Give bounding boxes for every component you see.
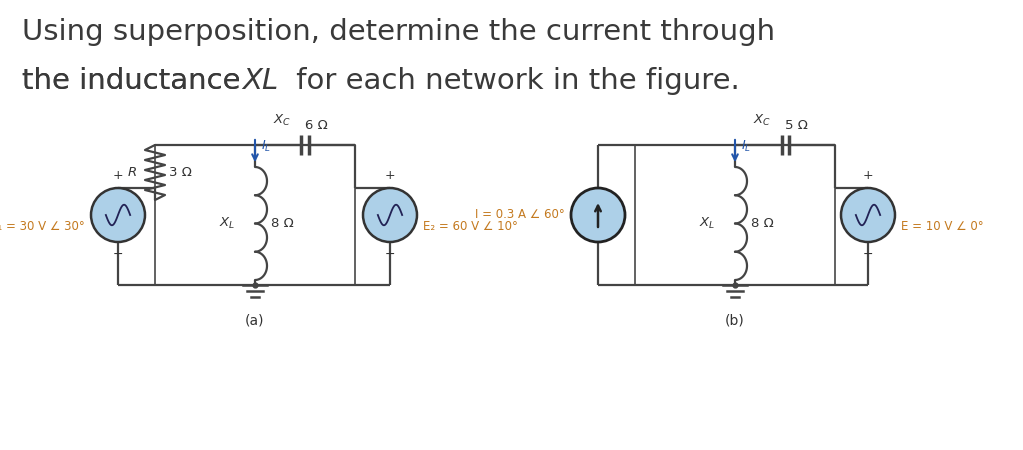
Bar xyxy=(155,145,355,285)
Circle shape xyxy=(571,188,625,242)
Text: E = 10 V ∠ 0°: E = 10 V ∠ 0° xyxy=(901,220,984,234)
Text: −: − xyxy=(385,248,395,261)
Text: +: + xyxy=(385,169,395,182)
Bar xyxy=(635,145,835,285)
Text: $X_C$: $X_C$ xyxy=(753,113,771,128)
Text: the inductance: the inductance xyxy=(23,67,250,95)
Text: 8 Ω: 8 Ω xyxy=(271,217,294,230)
Text: the inductance: the inductance xyxy=(23,67,250,95)
Text: $X_L$: $X_L$ xyxy=(699,216,715,231)
Text: I = 0.3 A ∠ 60°: I = 0.3 A ∠ 60° xyxy=(476,208,565,221)
Text: 5 Ω: 5 Ω xyxy=(785,119,808,132)
Text: $X_L$: $X_L$ xyxy=(219,216,235,231)
Circle shape xyxy=(363,188,417,242)
Text: +: + xyxy=(113,169,124,182)
Text: +: + xyxy=(862,169,874,182)
Text: $I_L$: $I_L$ xyxy=(741,139,751,154)
Text: $X_C$: $X_C$ xyxy=(273,113,291,128)
Text: $R$: $R$ xyxy=(127,166,137,179)
Text: −: − xyxy=(862,248,874,261)
Text: Using superposition, determine the current through: Using superposition, determine the curre… xyxy=(23,18,775,46)
Text: 8 Ω: 8 Ω xyxy=(751,217,773,230)
Text: (a): (a) xyxy=(246,313,265,327)
Text: E₂ = 60 V ∠ 10°: E₂ = 60 V ∠ 10° xyxy=(422,220,518,234)
Text: XL: XL xyxy=(242,67,278,95)
Circle shape xyxy=(91,188,145,242)
Text: E₁ = 30 V ∠ 30°: E₁ = 30 V ∠ 30° xyxy=(0,220,85,234)
Text: −: − xyxy=(113,248,123,261)
Text: 6 Ω: 6 Ω xyxy=(305,119,327,132)
Text: $I_L$: $I_L$ xyxy=(261,139,271,154)
Text: for each network in the figure.: for each network in the figure. xyxy=(287,67,740,95)
Text: 3 Ω: 3 Ω xyxy=(169,166,192,179)
Text: (b): (b) xyxy=(725,313,745,327)
Circle shape xyxy=(841,188,895,242)
